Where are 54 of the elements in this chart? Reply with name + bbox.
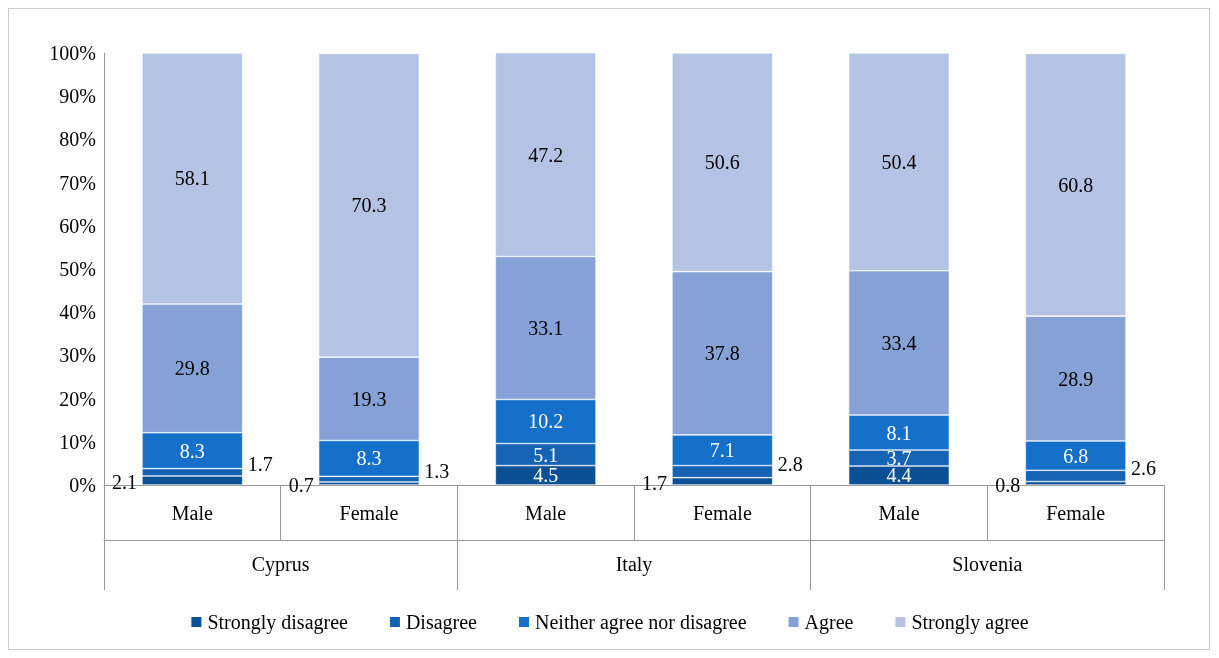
text: Italy bbox=[615, 553, 653, 576]
legend-label: Disagree bbox=[405, 611, 478, 634]
data-label: 33.4 bbox=[881, 331, 917, 354]
data-label: 0.8 bbox=[995, 474, 1021, 497]
legend-label: Agree bbox=[804, 611, 854, 634]
data-label: 7.1 bbox=[709, 439, 735, 462]
data-label: 19.3 bbox=[351, 387, 387, 410]
data-label: 8.1 bbox=[886, 421, 912, 444]
data-label: 28.9 bbox=[1058, 367, 1094, 390]
y-tick-label: 20% bbox=[59, 387, 96, 410]
x-tick-label: Male bbox=[878, 502, 920, 524]
legend-label: Neither agree nor disagree bbox=[535, 611, 747, 634]
y-tick-label: 70% bbox=[59, 171, 96, 194]
x-tick-label: Male bbox=[171, 502, 213, 524]
data-label: 58.1 bbox=[174, 167, 210, 190]
data-label: 70.3 bbox=[351, 194, 387, 217]
data-label: 2.6 bbox=[1131, 456, 1157, 479]
data-label: 29.8 bbox=[174, 357, 210, 380]
y-tick-label: 60% bbox=[59, 214, 96, 237]
text: Cyprus bbox=[251, 553, 310, 576]
x-tick-label: Female bbox=[692, 502, 752, 524]
data-label: 4.5 bbox=[533, 464, 559, 487]
text: Slovenia bbox=[952, 553, 1023, 575]
y-tick-label: 80% bbox=[59, 128, 96, 151]
x-tick-label: Female bbox=[339, 502, 399, 524]
data-label: 47.2 bbox=[528, 143, 564, 166]
data-label: 2.8 bbox=[777, 452, 803, 475]
y-tick-label: 40% bbox=[59, 301, 96, 324]
y-tick-label: 30% bbox=[59, 344, 96, 367]
x-tick-label: Female bbox=[1046, 502, 1106, 524]
data-label: 33.1 bbox=[528, 316, 564, 339]
x-tick-label: Male bbox=[525, 502, 567, 524]
y-tick-label: 100% bbox=[49, 42, 96, 64]
data-label: 50.4 bbox=[881, 150, 917, 173]
y-tick-label: 10% bbox=[59, 430, 96, 453]
data-label: 50.6 bbox=[704, 151, 740, 174]
data-label: 1.3 bbox=[424, 460, 450, 483]
data-label: 1.7 bbox=[247, 453, 273, 476]
y-tick-label: 0% bbox=[69, 474, 96, 496]
data-label: 10.2 bbox=[528, 410, 564, 433]
data-label: 2.1 bbox=[111, 471, 137, 494]
data-label: 8.3 bbox=[179, 439, 205, 462]
data-label: 5.1 bbox=[533, 443, 559, 466]
data-label: 0.7 bbox=[288, 474, 314, 497]
data-label: 8.3 bbox=[356, 447, 382, 470]
y-tick-label: 90% bbox=[59, 85, 96, 108]
data-label: 1.7 bbox=[641, 472, 667, 495]
data-label: 60.8 bbox=[1058, 173, 1094, 196]
data-label: 6.8 bbox=[1063, 444, 1089, 467]
data-label: 37.8 bbox=[704, 342, 740, 365]
bar bbox=[318, 481, 420, 485]
legend-label: Strongly disagree bbox=[207, 611, 349, 634]
y-tick-label: 50% bbox=[59, 258, 96, 280]
legend-label: Strongly agree bbox=[911, 611, 1029, 634]
